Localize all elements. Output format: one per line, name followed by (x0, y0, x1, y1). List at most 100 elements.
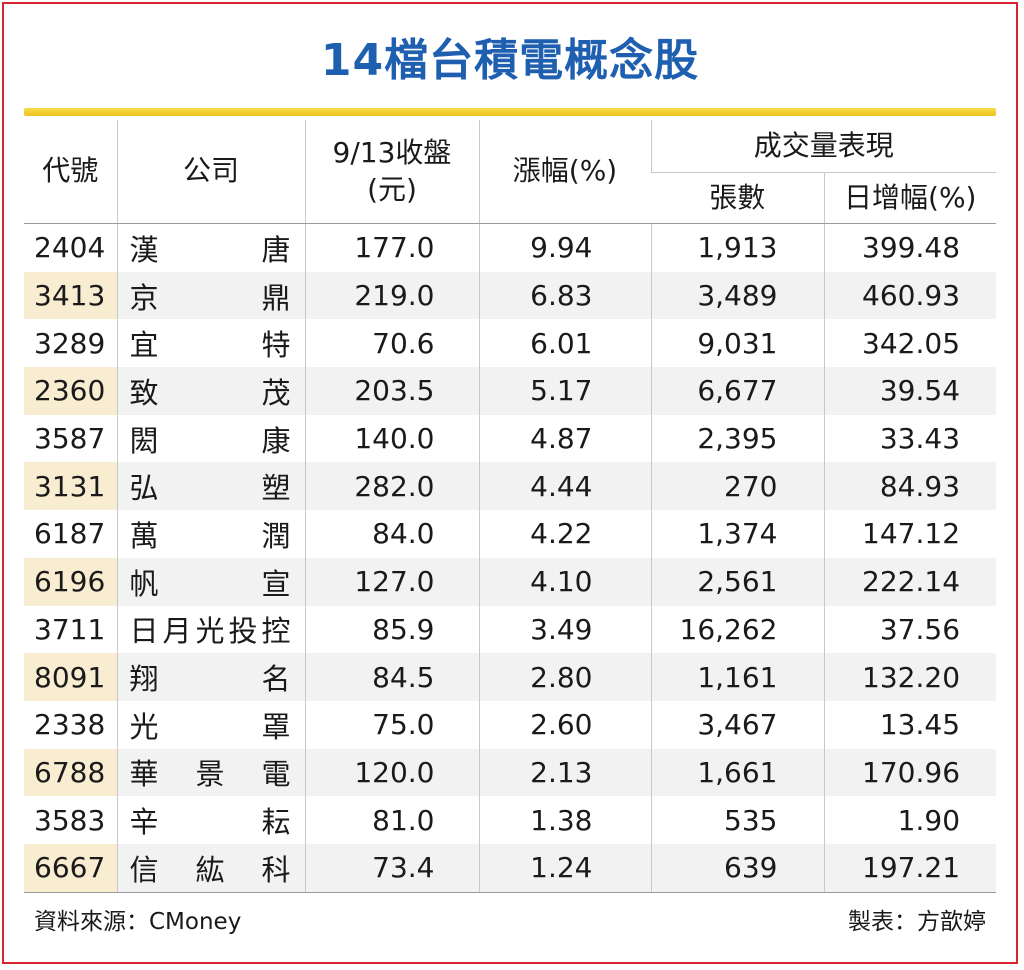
company-name-chars: 帆宣 (130, 561, 291, 603)
company-name-chars: 華景電 (130, 751, 291, 793)
stock-code: 3413 (24, 271, 117, 320)
close-price: 127.0 (304, 557, 479, 606)
company-name: 致茂 (116, 367, 305, 415)
company-name: 華景電 (116, 748, 305, 797)
header-lots: 張數 (651, 172, 824, 224)
title-underline-bar (24, 108, 996, 116)
volume-daily-increase: 132.20 (823, 653, 997, 701)
volume-lots: 1,161 (650, 653, 824, 701)
company-name-char: 投 (228, 614, 258, 649)
company-name-chars: 日月光投控 (130, 608, 291, 650)
volume-daily-increase: 170.96 (823, 748, 997, 797)
company-name-char: 帆 (129, 566, 159, 601)
change-percent: 6.01 (478, 319, 651, 368)
table-row: 6187 萬潤 84.0 4.22 1,374 147.12 (24, 510, 997, 558)
header-close: 9/13收盤 (元) (304, 120, 479, 224)
company-name-chars: 京鼎 (130, 275, 291, 317)
company-name-chars: 漢唐 (130, 227, 291, 269)
company-name-chars: 弘塑 (130, 465, 291, 507)
change-percent: 5.17 (478, 367, 651, 415)
close-price: 84.5 (304, 653, 479, 701)
company-name-char: 京 (129, 280, 159, 315)
close-price: 73.4 (304, 843, 479, 893)
volume-daily-increase: 342.05 (823, 319, 997, 368)
company-name: 宜特 (116, 319, 305, 368)
close-price: 81.0 (304, 796, 479, 844)
header-volume-group: 成交量表現 (650, 120, 997, 173)
volume-lots: 3,467 (650, 700, 824, 749)
company-name: 光罩 (116, 700, 305, 749)
company-name: 信紘科 (116, 843, 305, 893)
company-name-chars: 致茂 (130, 370, 291, 412)
change-percent: 4.44 (478, 462, 651, 511)
company-name-chars: 閎康 (130, 418, 291, 460)
company-name-char: 塑 (261, 471, 291, 506)
volume-lots: 270 (650, 462, 824, 511)
volume-daily-increase: 39.54 (823, 367, 997, 415)
table-row: 8091 翔名 84.5 2.80 1,161 132.20 (24, 653, 997, 701)
volume-lots: 2,561 (650, 557, 824, 606)
close-price: 282.0 (304, 462, 479, 511)
company-name-char: 康 (261, 423, 291, 458)
company-name: 萬潤 (116, 510, 305, 558)
stock-code: 2404 (24, 223, 117, 272)
company-name-char: 名 (261, 662, 291, 697)
company-name: 京鼎 (116, 271, 305, 320)
change-percent: 3.49 (478, 605, 651, 654)
company-name-char: 耘 (261, 805, 291, 840)
volume-daily-increase: 37.56 (823, 605, 997, 654)
company-name: 漢唐 (116, 223, 305, 272)
volume-daily-increase: 147.12 (823, 510, 997, 558)
close-price: 177.0 (304, 223, 479, 272)
company-name-char: 辛 (129, 805, 159, 840)
close-price: 75.0 (304, 700, 479, 749)
maker-note: 製表：方歆婷 (848, 909, 986, 935)
company-name-char: 閎 (129, 423, 159, 458)
company-name-chars: 萬潤 (130, 513, 291, 555)
company-name-char: 電 (261, 757, 291, 792)
change-percent: 2.80 (478, 653, 651, 701)
volume-lots: 535 (650, 796, 824, 844)
stock-code: 3131 (24, 462, 117, 511)
table-row: 2360 致茂 203.5 5.17 6,677 39.54 (24, 367, 997, 415)
company-name-char: 罩 (261, 709, 291, 744)
company-name: 日月光投控 (116, 605, 305, 654)
header-daily-increase: 日增幅(%) (823, 172, 997, 224)
stock-code: 8091 (24, 653, 117, 701)
table-row: 3131 弘塑 282.0 4.44 270 84.93 (24, 462, 997, 511)
table-row: 6788 華 景 電 120.0 2.13 1,661 170.96 (24, 748, 997, 797)
company-name-char: 光 (195, 614, 225, 649)
close-price: 70.6 (304, 319, 479, 368)
volume-lots: 1,661 (650, 748, 824, 797)
company-name-char: 科 (261, 852, 291, 887)
stock-code: 3583 (24, 796, 117, 844)
change-percent: 1.38 (478, 796, 651, 844)
change-percent: 4.22 (478, 510, 651, 558)
stock-code: 3587 (24, 414, 117, 463)
table-row: 3711 日月光投控 85.9 3.49 16,262 37.56 (24, 605, 997, 654)
stock-code: 6196 (24, 557, 117, 606)
stocks-table: 代號 公司 9/13收盤 (元) 漲幅(%) 成交量表現 張數 日增幅(%) 2… (24, 120, 997, 893)
stock-code: 3711 (24, 605, 117, 654)
company-name-char: 華 (129, 757, 159, 792)
company-name-char: 潤 (261, 518, 291, 553)
company-name-char: 茂 (261, 375, 291, 410)
volume-lots: 2,395 (650, 414, 824, 463)
change-percent: 9.94 (478, 223, 651, 272)
table-row: 6667 信 紘 科 73.4 1.24 639 197.21 (24, 843, 997, 893)
company-name-chars: 光罩 (130, 704, 291, 746)
header-company: 公司 (116, 120, 305, 224)
company-name-char: 唐 (261, 232, 291, 267)
company-name: 弘塑 (116, 462, 305, 511)
company-name: 閎康 (116, 414, 305, 463)
stock-code: 6788 (24, 748, 117, 797)
table-row: 3587 閎康 140.0 4.87 2,395 33.43 (24, 414, 997, 463)
company-name: 帆宣 (116, 557, 305, 606)
table-row: 6196 帆宣 127.0 4.10 2,561 222.14 (24, 557, 997, 606)
change-percent: 2.13 (478, 748, 651, 797)
company-name-char: 宣 (261, 566, 291, 601)
close-price: 84.0 (304, 510, 479, 558)
company-name-char: 宜 (129, 328, 159, 363)
volume-lots: 6,677 (650, 367, 824, 415)
change-percent: 4.10 (478, 557, 651, 606)
